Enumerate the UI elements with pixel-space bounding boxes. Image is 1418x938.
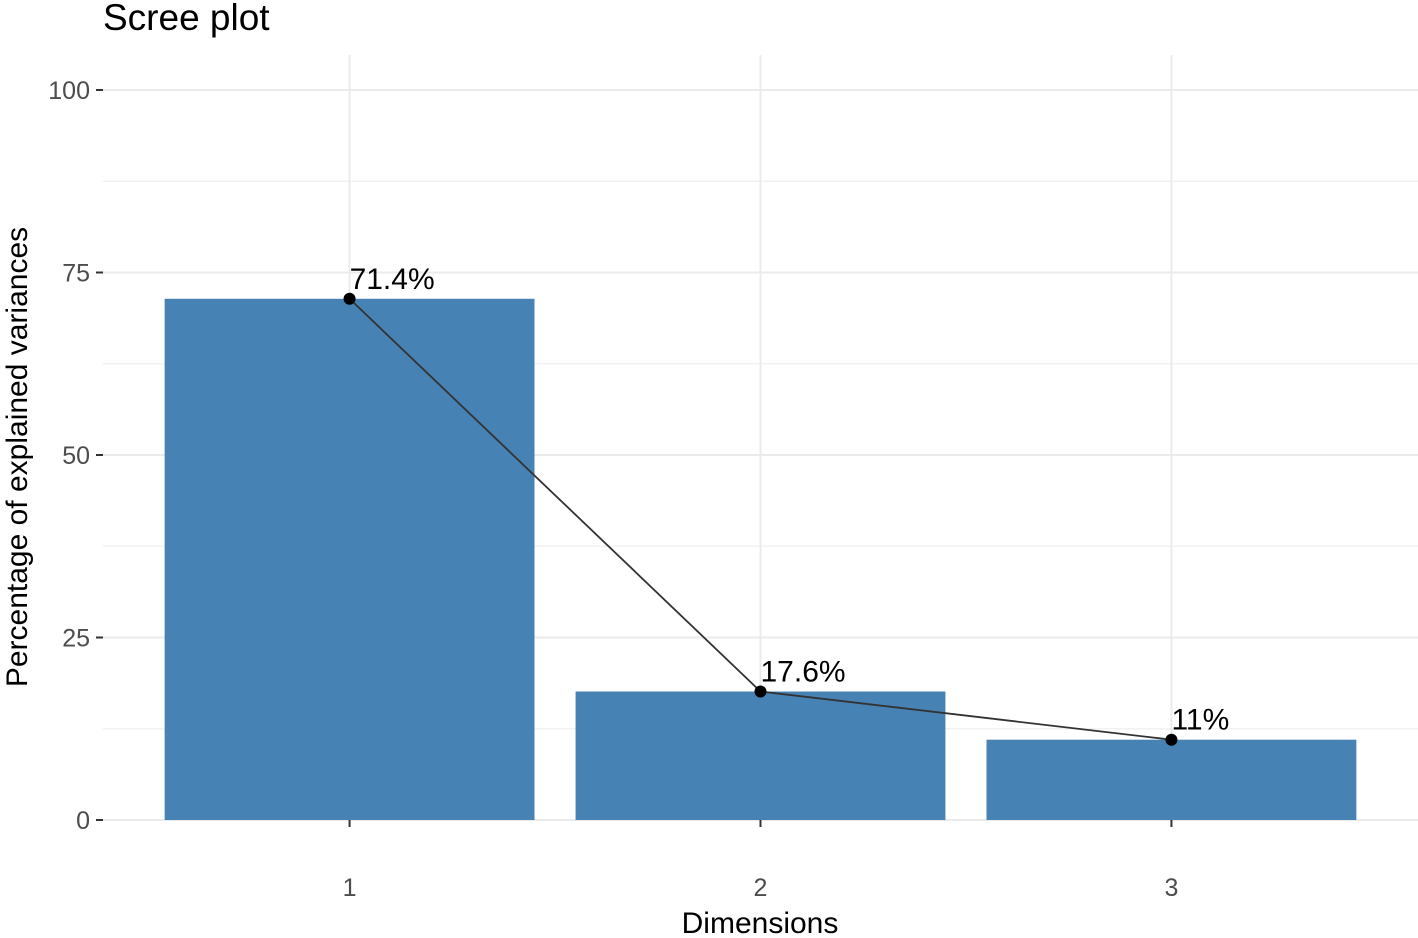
- x-tick-label: 1: [343, 874, 357, 902]
- data-label-dimension-1: 71.4%: [350, 263, 435, 296]
- data-label-dimension-3: 11%: [1171, 704, 1229, 737]
- y-tick-label: 0: [76, 807, 90, 835]
- data-point-dimension-1: [343, 292, 356, 305]
- x-tick-label: 3: [1164, 874, 1178, 902]
- y-tick-label: 50: [62, 442, 90, 470]
- data-label-dimension-2: 17.6%: [761, 656, 846, 689]
- data-point-dimension-2: [754, 685, 767, 698]
- x-axis-title: Dimensions: [682, 907, 839, 938]
- bar-dimension-3: [986, 739, 1357, 820]
- x-tick-label: 2: [754, 874, 768, 902]
- bars: [164, 298, 1357, 820]
- x-axis: 1 2 3: [343, 820, 1178, 902]
- data-point-dimension-3: [1165, 733, 1178, 746]
- y-tick-label: 100: [48, 77, 90, 105]
- chart-title: Scree plot: [103, 0, 270, 38]
- bar-dimension-2: [575, 691, 946, 820]
- y-axis-title: Percentage of explained variances: [1, 227, 34, 687]
- data-labels: 71.4% 17.6% 11%: [350, 263, 1230, 737]
- data-points: [343, 292, 1178, 746]
- y-tick-label: 25: [62, 625, 90, 653]
- y-tick-label: 75: [62, 260, 90, 288]
- bar-dimension-1: [164, 298, 535, 820]
- y-axis: 0 25 50 75 100: [48, 77, 103, 835]
